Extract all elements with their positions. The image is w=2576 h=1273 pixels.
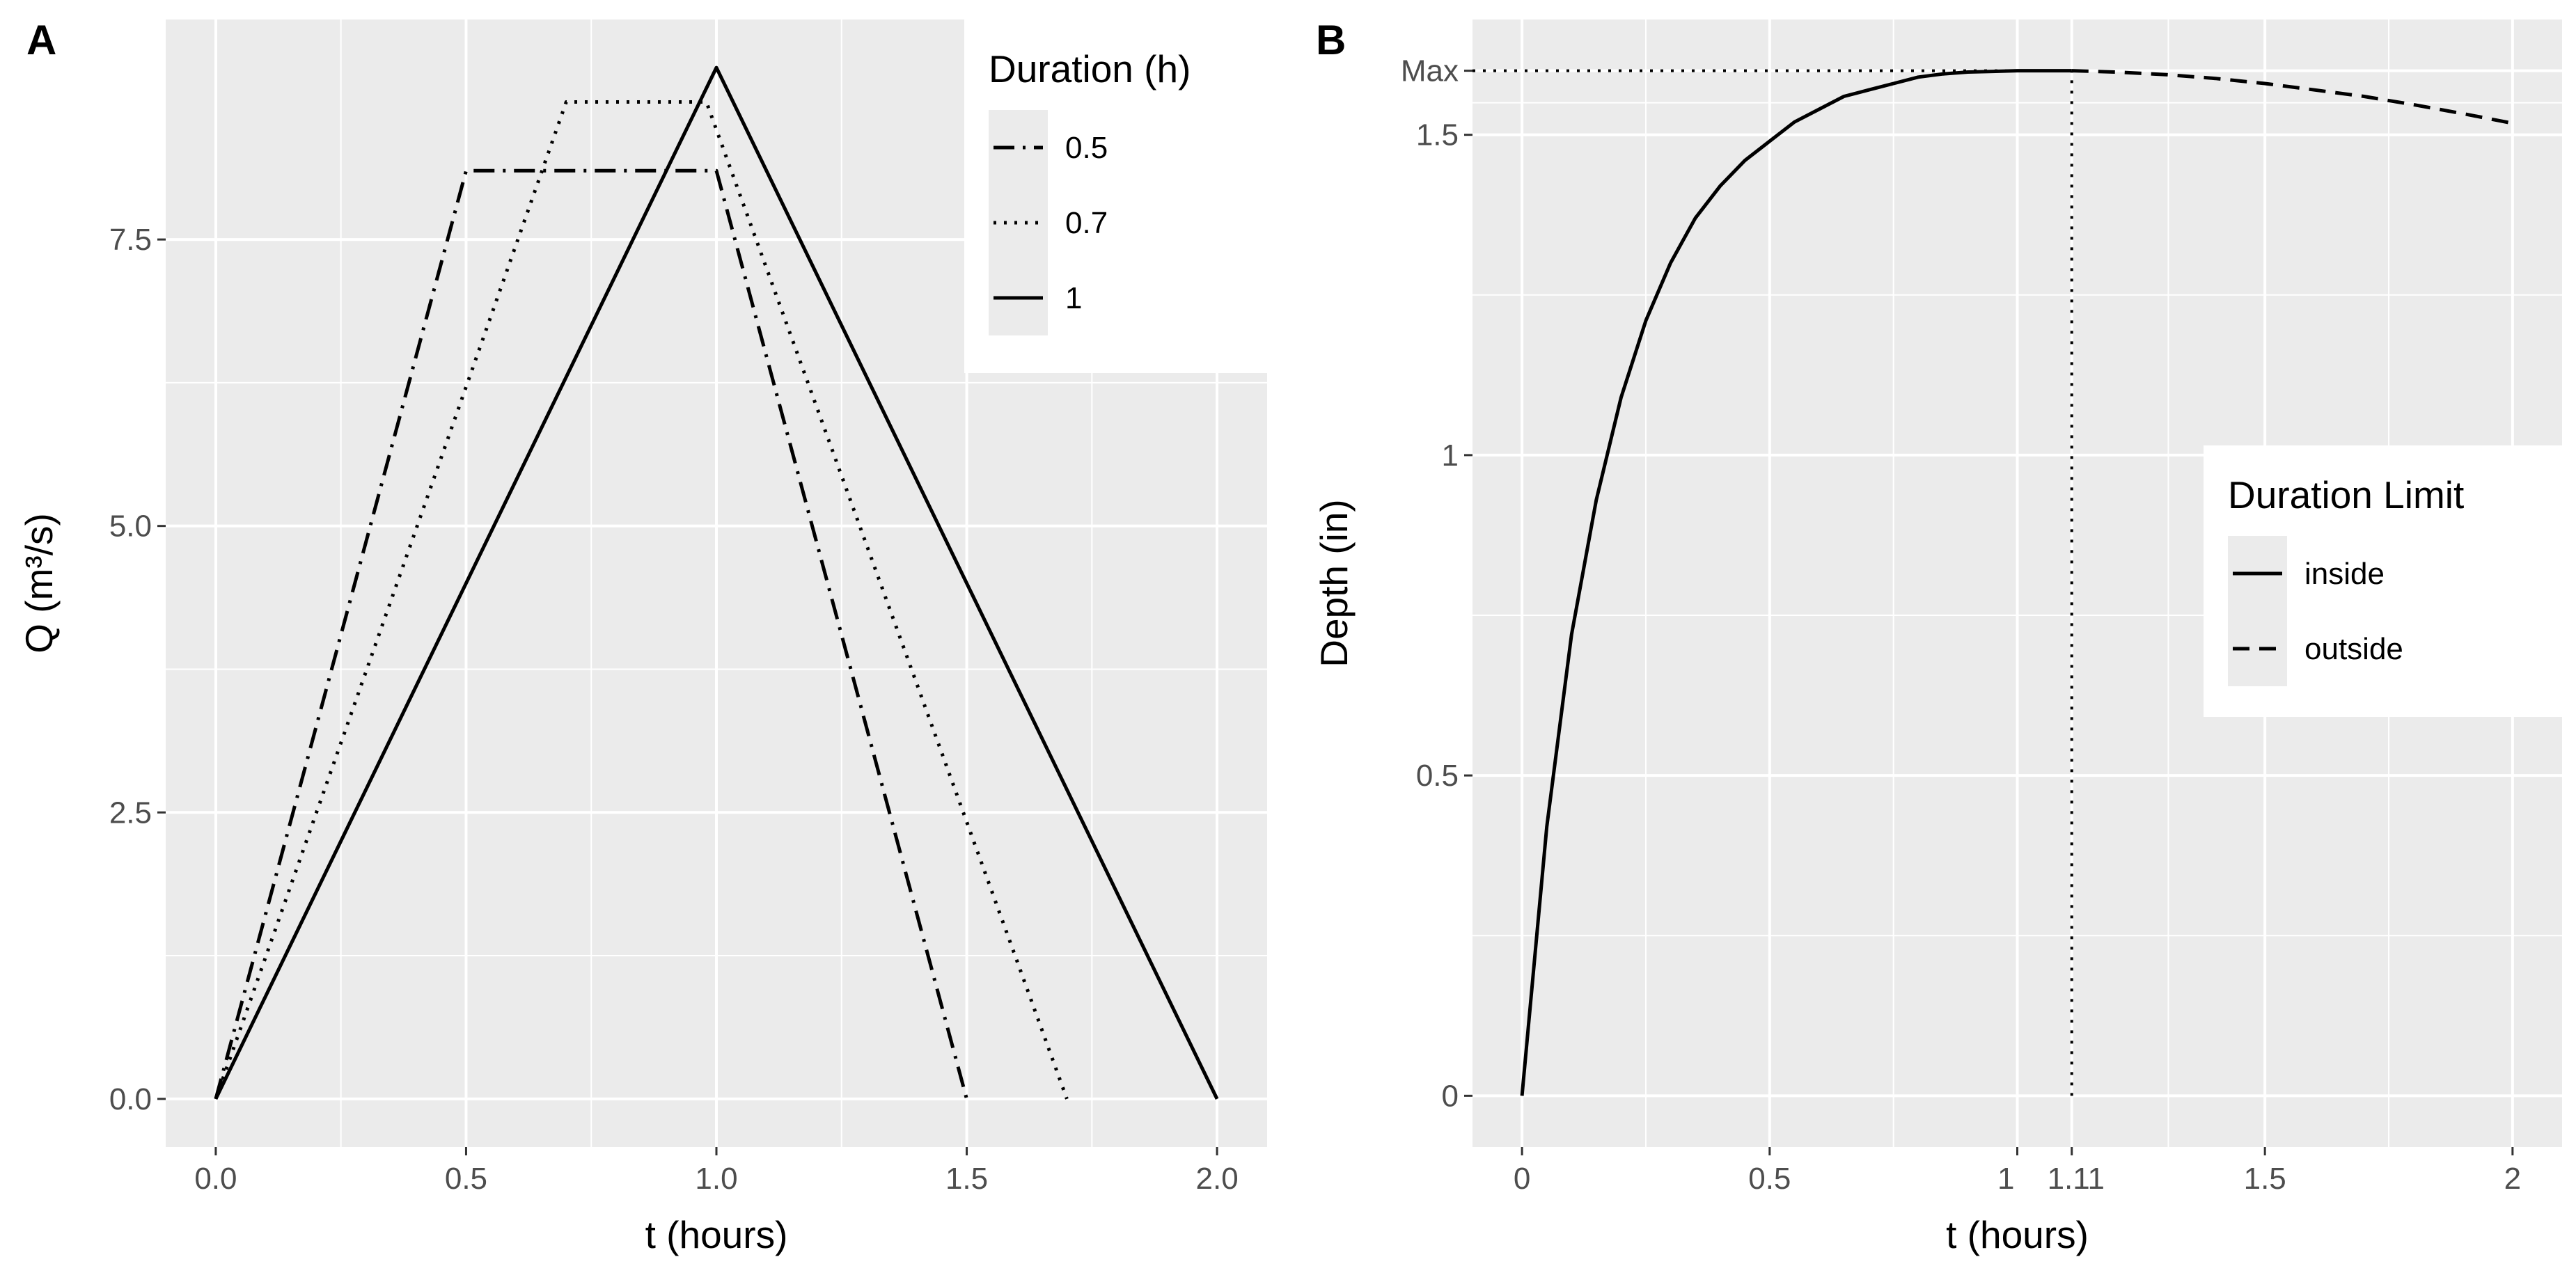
x-axis-title: t (hours) (1946, 1213, 2089, 1256)
x-tick-label: 1.5 (945, 1162, 988, 1196)
panel-b: 0 0.5 1 1.11 1.5 2 0 0.5 1 1.5 Max t (hours) Depth (… (1312, 19, 2562, 1256)
legend-label: outside (2304, 632, 2403, 666)
legend-title: Duration (h) (989, 47, 1191, 90)
panel-a: 0.0 0.5 1.0 1.5 2.0 0.0 2.5 5.0 7.5 t (hours) Q (m… (17, 19, 1267, 1256)
y-tick-label: 0.0 (109, 1082, 152, 1116)
y-tick-label: 0 (1442, 1079, 1459, 1113)
y-tick-label: 1 (1442, 438, 1459, 473)
x-tick-label: 0.5 (445, 1162, 487, 1196)
series-line-1 (214, 65, 1219, 1100)
y-tick-label: 1.5 (1416, 118, 1459, 152)
x-tick-label: 1 (1997, 1162, 2014, 1196)
x-tick-label: 0.5 (1748, 1162, 1791, 1196)
y-axis-title: Q (m³/s) (17, 513, 61, 654)
x-tick-label: 1.11 (2048, 1162, 2105, 1196)
y-tick-label: Max (1401, 54, 1459, 88)
series-line-inside (1520, 69, 2072, 1096)
legend-label: 0.7 (1065, 206, 1108, 240)
y-tick-label: 2.5 (109, 796, 152, 830)
legend-label: 0.5 (1065, 131, 1108, 165)
x-tick-label: 2.0 (1196, 1162, 1239, 1196)
legend-title: Duration Limit (2228, 473, 2464, 516)
x-tick-label: 2 (2504, 1162, 2521, 1196)
legend-key-background (989, 110, 1048, 335)
x-tick-label: 0 (1514, 1162, 1530, 1196)
y-tick-label: 0.5 (1416, 759, 1459, 793)
legend-label: 1 (1065, 281, 1082, 315)
y-axis-title: Depth (in) (1312, 499, 1356, 667)
y-tick-label: 5.0 (109, 509, 152, 544)
x-tick-label: 0.0 (194, 1162, 237, 1196)
legend-key-background (2228, 536, 2287, 686)
legend-label: inside (2304, 557, 2385, 591)
y-tick-label: 7.5 (109, 223, 152, 257)
x-tick-label: 1.5 (2244, 1162, 2286, 1196)
panel-b-letter: B (1316, 17, 1346, 63)
series-line-outside (2071, 69, 2513, 125)
panel-a-letter: A (26, 17, 56, 63)
x-tick-label: 1.0 (695, 1162, 737, 1196)
x-axis-title: t (hours) (645, 1213, 788, 1256)
